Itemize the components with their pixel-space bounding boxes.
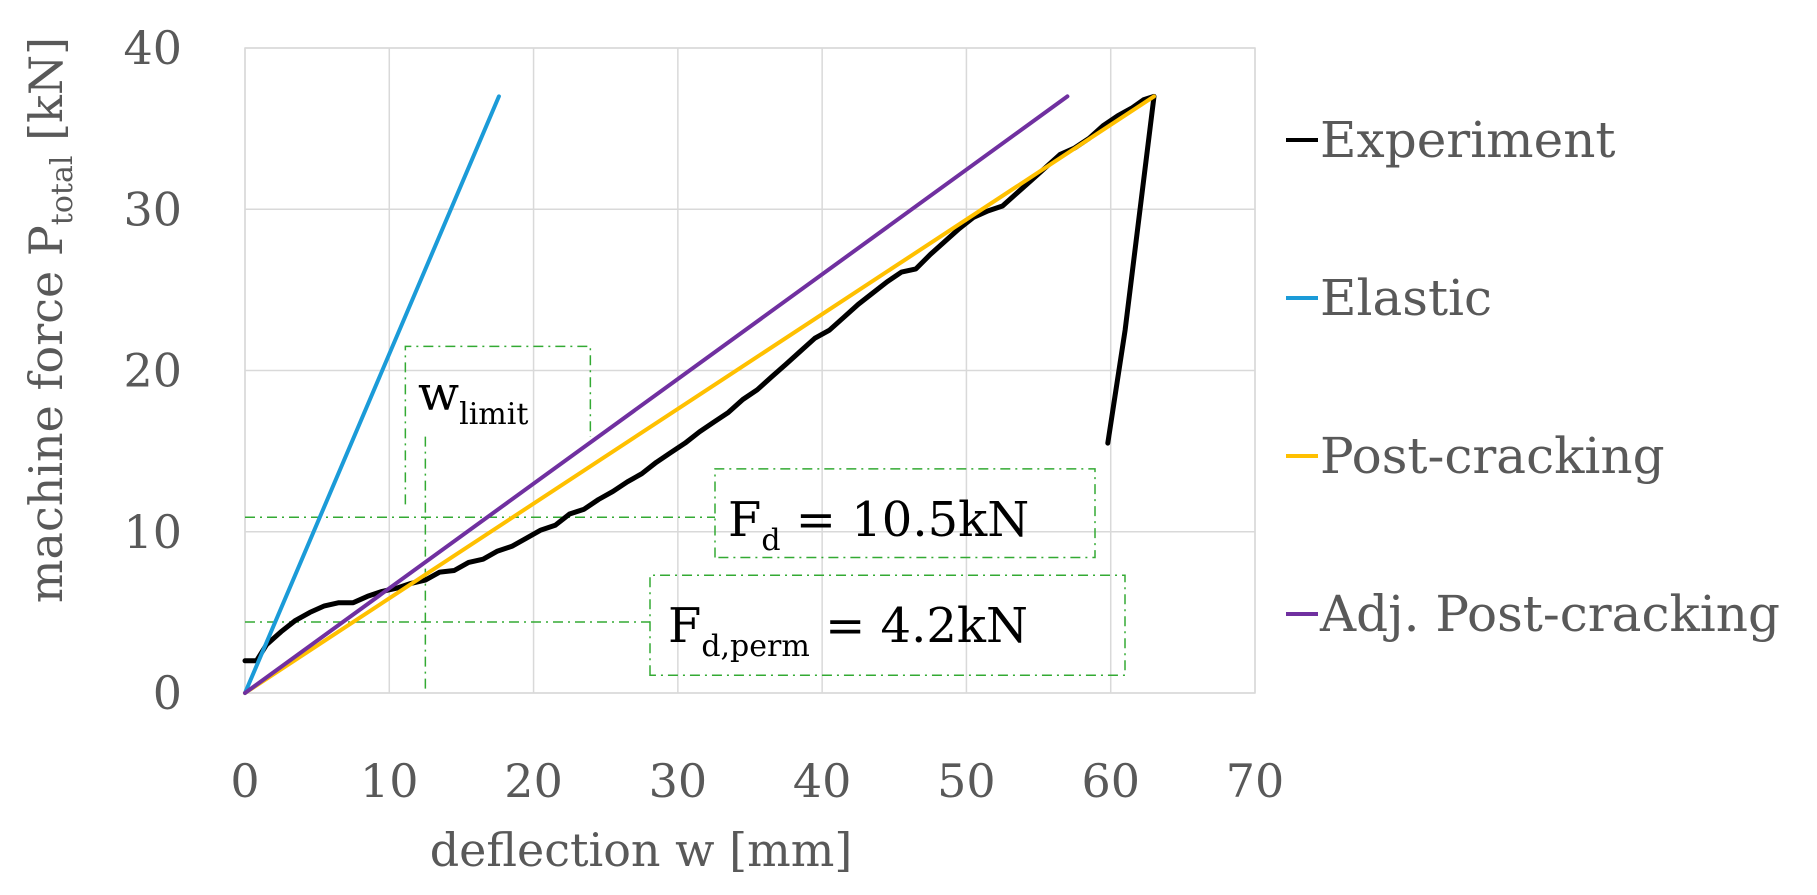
x-tick-label: 30 xyxy=(649,754,708,808)
grid-layer xyxy=(244,47,1256,694)
x-tick-label: 0 xyxy=(230,754,259,808)
y-tick-label: 0 xyxy=(153,666,182,720)
x-tick-label: 10 xyxy=(360,754,419,808)
y-tick-label: 30 xyxy=(123,182,182,236)
y-axis-title-unit: [kN] xyxy=(19,37,73,156)
w-limit-label: wlimit xyxy=(418,366,528,432)
legend: Experiment Elastic Post-cracking Adj. Post-… xyxy=(1286,111,1780,643)
y-axis-title-main: machine force P xyxy=(19,225,73,603)
fd-label-rest: = 10.5kN xyxy=(781,492,1030,548)
x-tick-label: 50 xyxy=(937,754,996,808)
x-tick-label: 60 xyxy=(1081,754,1140,808)
guide-layer xyxy=(245,345,1126,693)
series-elastic-line xyxy=(243,94,501,695)
y-axis-title-sub: total xyxy=(45,156,80,226)
fd-perm-label: Fd,perm = 4.2kN xyxy=(668,598,1028,664)
legend-label-experiment: Experiment xyxy=(1320,111,1615,169)
x-tick-label: 20 xyxy=(504,754,563,808)
series-adj-post-cracking-line xyxy=(243,94,1070,695)
y-axis-title: machine force Ptotal [kN] xyxy=(19,37,80,603)
legend-label-elastic: Elastic xyxy=(1320,269,1492,327)
fd-perm-box xyxy=(649,574,1126,677)
fd-perm-label-main: F xyxy=(668,598,701,654)
series-experiment-line xyxy=(242,93,1157,664)
legend-label-adj-post-cracking: Adj. Post-cracking xyxy=(1319,585,1780,643)
w-limit-label-main: w xyxy=(418,366,459,422)
w-limit-label-sub: limit xyxy=(459,397,528,432)
y-tick-label: 10 xyxy=(123,505,182,559)
fd-box xyxy=(714,468,1096,559)
series-layer xyxy=(242,93,1157,695)
legend-label-post-cracking: Post-cracking xyxy=(1320,427,1665,485)
fd-perm-label-sub: d,perm xyxy=(701,629,810,664)
fd-label-main: F xyxy=(728,492,761,548)
y-tick-label: 40 xyxy=(123,21,182,75)
fd-label: Fd = 10.5kN xyxy=(728,492,1029,558)
tick-layer: 0 10 20 30 40 50 60 70 0 10 20 30 40 xyxy=(123,21,1284,808)
fd-perm-label-rest: = 4.2kN xyxy=(810,598,1028,654)
y-tick-label: 20 xyxy=(123,344,182,398)
w-limit-box xyxy=(404,345,592,505)
fd-label-sub: d xyxy=(761,523,780,558)
series-post-cracking-line xyxy=(243,94,1156,695)
x-axis-title: deflection w [mm] xyxy=(430,823,853,877)
x-tick-label: 70 xyxy=(1226,754,1285,808)
x-tick-label: 40 xyxy=(793,754,852,808)
